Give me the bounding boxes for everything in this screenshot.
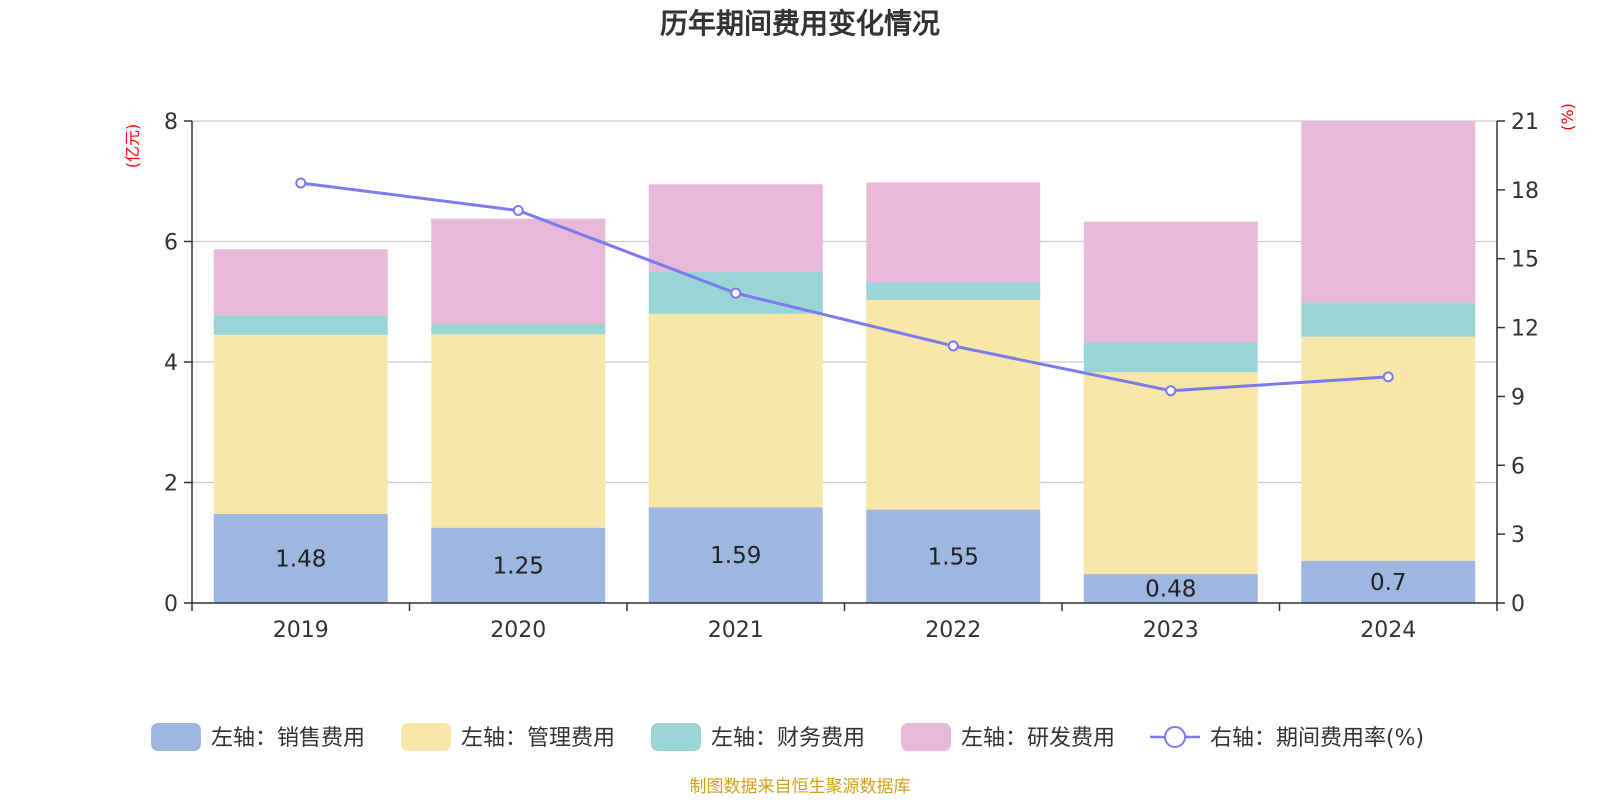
legend-label: 左轴：研发费用 [961, 726, 1115, 751]
bar-segment-s1 [431, 334, 606, 528]
bar-segment-s2 [1301, 302, 1476, 337]
right-tick-label: 15 [1511, 248, 1539, 273]
bar-segment-s1 [1301, 336, 1476, 561]
legend-label: 右轴：期间费用率(%) [1210, 726, 1424, 751]
bar-segment-s0 [866, 509, 1041, 603]
right-tick-label: 6 [1511, 454, 1525, 479]
right-tick-label: 12 [1511, 317, 1539, 342]
rate-line-point [730, 287, 742, 299]
bar-data-label: 1.25 [493, 553, 544, 579]
left-axis-unit: (亿元) [123, 124, 142, 169]
bar-segment-s0 [431, 527, 606, 603]
x-tick-label: 2021 [708, 618, 764, 643]
left-tick-label: 8 [164, 110, 178, 135]
bar-segment-s1 [648, 313, 823, 508]
bar-segment-s1 [866, 299, 1041, 510]
bar-segment-s3 [1083, 221, 1258, 343]
right-axis-unit: (%) [1558, 103, 1577, 131]
legend-swatch [151, 723, 201, 751]
bar-segment-s3 [213, 249, 388, 316]
bar-segment-s1 [213, 334, 388, 514]
rate-line-point [512, 205, 524, 217]
gridlines [192, 120, 1497, 484]
bar-data-label: 0.48 [1145, 577, 1196, 603]
legend-swatch [901, 723, 951, 751]
legend-swatch [651, 723, 701, 751]
rate-line-path [300, 181, 1389, 393]
bar-segment-s2 [866, 282, 1041, 300]
bar-data-label: 1.55 [928, 544, 979, 570]
x-tick-label: 2023 [1143, 618, 1199, 643]
legend-label: 左轴：销售费用 [211, 726, 365, 751]
bar-data-label: 1.59 [710, 543, 761, 569]
source-note: 制图数据来自恒生聚源数据库 [690, 777, 911, 797]
x-tick-label: 2019 [273, 618, 329, 643]
rate-line-point [1165, 385, 1177, 397]
right-tick-label: 21 [1511, 110, 1539, 135]
rate-line-point [947, 340, 959, 352]
bar-segment-s2 [431, 324, 606, 335]
bar-segment-s0 [1301, 560, 1476, 603]
chart-title: 历年期间费用变化情况 [660, 7, 940, 40]
rate-line [295, 177, 1394, 397]
legend-swatch [401, 723, 451, 751]
bar-segment-s0 [648, 507, 823, 603]
right-tick-label: 3 [1511, 523, 1525, 548]
bars: 1.48 1.25 1.59 1.55 0.48 0.7 [213, 121, 1476, 603]
right-tick-label: 9 [1511, 385, 1525, 410]
bar-segment-s3 [1301, 121, 1476, 303]
right-tick-label: 18 [1511, 179, 1539, 204]
axes: 0 2 4 6 8 0 3 6 9 12 15 18 21 2019 2020 2021 2022 2023 202… [164, 110, 1539, 643]
left-tick-label: 2 [164, 472, 178, 497]
rate-line-point [295, 177, 307, 189]
bar-data-label: 0.7 [1370, 570, 1407, 596]
right-tick-label: 0 [1511, 592, 1525, 617]
legend-label: 左轴：财务费用 [711, 726, 865, 751]
x-tick-label: 2020 [490, 618, 546, 643]
x-tick-label: 2022 [925, 618, 981, 643]
legend-label: 左轴：管理费用 [461, 726, 615, 751]
rate-line-point [1382, 371, 1394, 383]
bar-segment-s3 [431, 218, 606, 325]
bar-segment-s3 [866, 182, 1041, 283]
left-tick-label: 4 [164, 351, 178, 376]
bar-segment-s0 [213, 513, 388, 603]
bar-segment-s3 [648, 184, 823, 272]
bar-segment-s2 [213, 315, 388, 335]
legend: 左轴：销售费用 左轴：管理费用 左轴：财务费用 左轴：研发费用 右轴：期间费用率(%) [151, 723, 1424, 751]
left-tick-label: 6 [164, 231, 178, 256]
left-tick-label: 0 [164, 592, 178, 617]
bar-segment-s0 [1083, 574, 1258, 603]
bar-segment-s1 [1083, 372, 1258, 575]
x-tick-label: 2024 [1360, 618, 1416, 643]
bar-data-label: 1.48 [275, 546, 326, 572]
legend-marker [1164, 726, 1186, 748]
bar-segment-s2 [1083, 342, 1258, 373]
